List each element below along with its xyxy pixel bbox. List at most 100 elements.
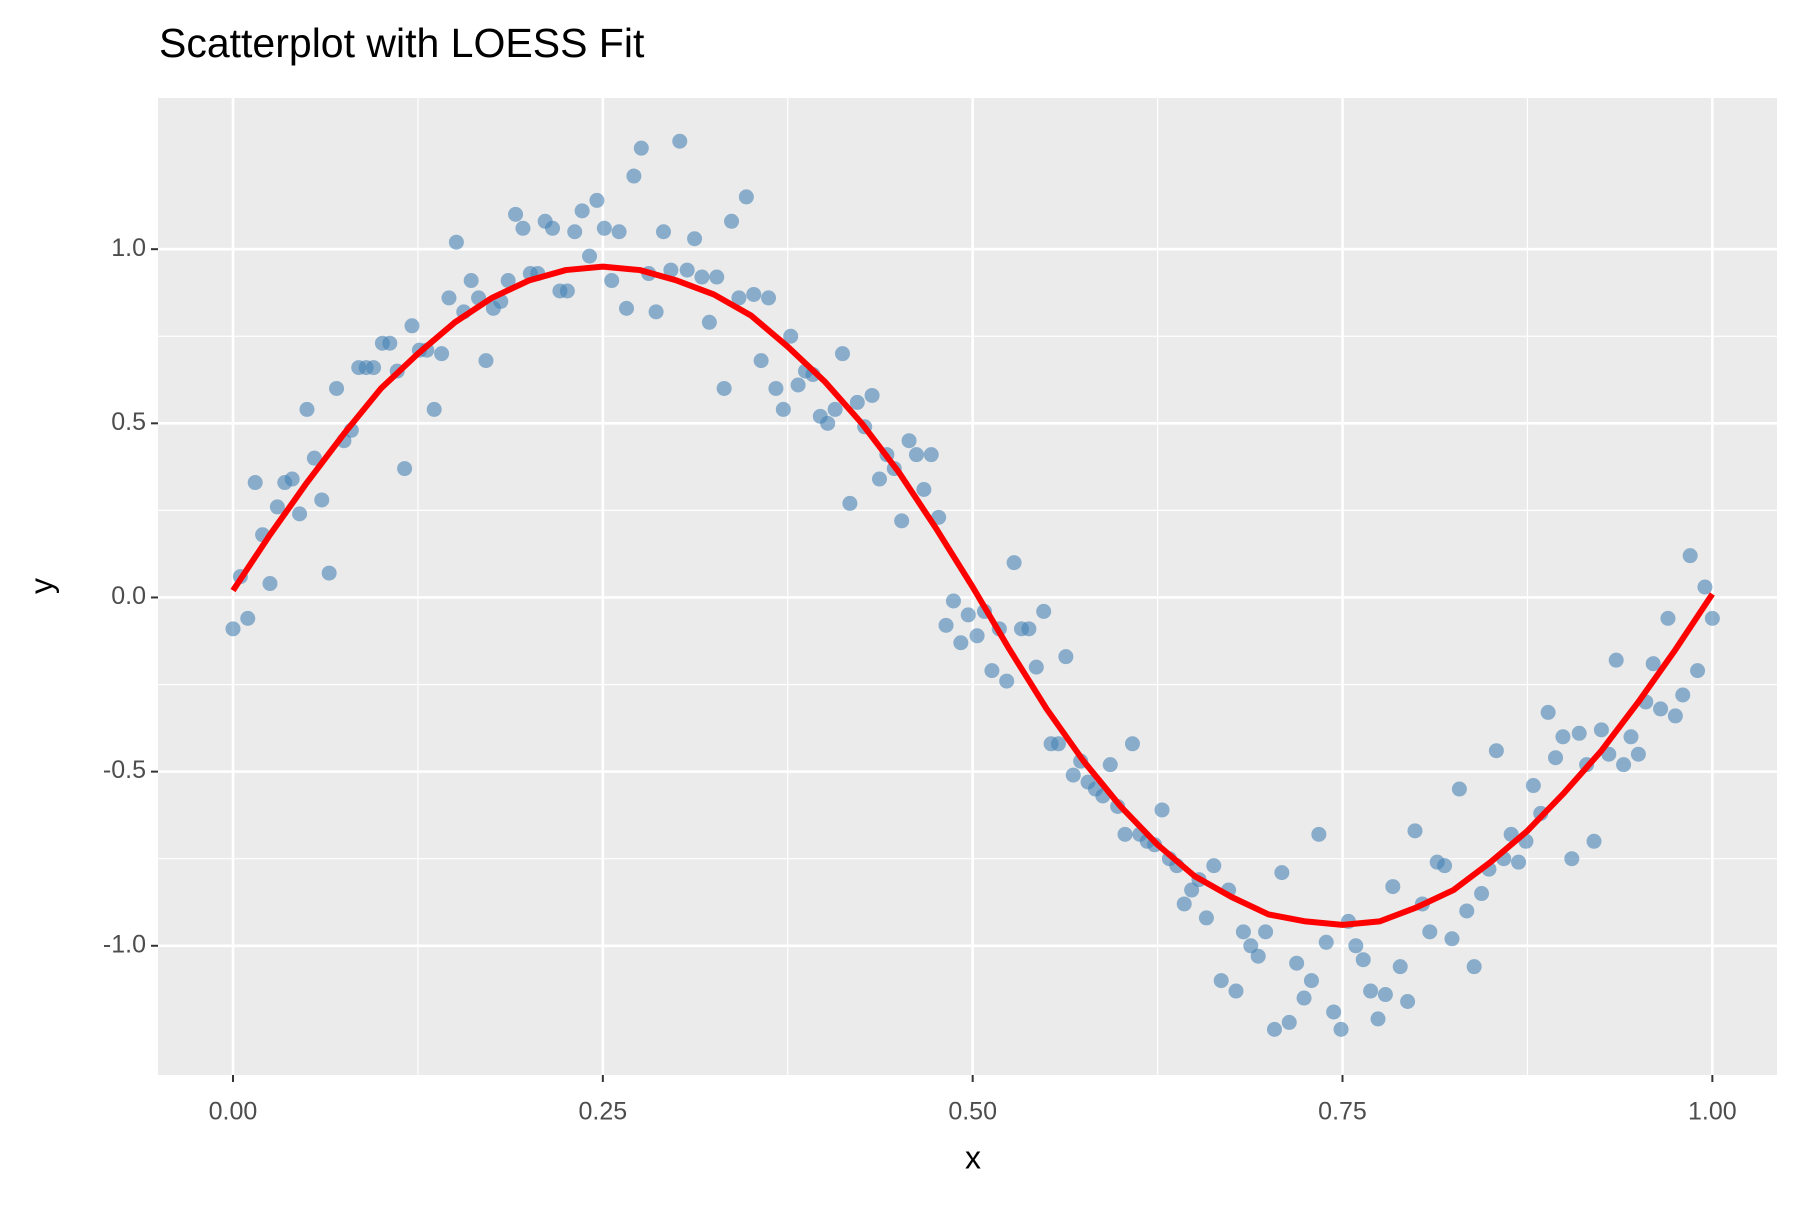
data-point	[633, 140, 649, 156]
data-point	[827, 401, 843, 417]
x-tick-label: 0.50	[948, 1098, 997, 1126]
data-point	[515, 220, 531, 236]
data-point	[945, 593, 961, 609]
data-point	[1660, 610, 1676, 626]
data-point	[1021, 621, 1037, 637]
data-point	[1385, 879, 1401, 895]
data-point	[724, 213, 740, 229]
data-point	[1363, 983, 1379, 999]
data-point	[225, 621, 241, 637]
data-point	[329, 380, 345, 396]
data-point	[426, 401, 442, 417]
data-point	[687, 231, 703, 247]
data-point	[463, 273, 479, 289]
data-point	[1466, 959, 1482, 975]
data-point	[1451, 781, 1467, 797]
data-point	[1281, 1014, 1297, 1030]
data-point	[834, 346, 850, 362]
loess-fit-line	[230, 263, 1715, 928]
y-tick-label: 0.0	[111, 582, 146, 610]
data-point	[1303, 973, 1319, 989]
data-point	[247, 475, 263, 491]
data-point	[761, 290, 777, 306]
data-point	[969, 628, 985, 644]
data-point	[1117, 826, 1133, 842]
data-point	[790, 377, 806, 393]
data-point	[894, 513, 910, 529]
data-point	[999, 673, 1015, 689]
data-point	[916, 481, 932, 497]
data-point	[1243, 938, 1259, 954]
data-point	[738, 189, 754, 205]
data-point	[1050, 736, 1066, 752]
data-point	[908, 447, 924, 463]
y-tick-label: -0.5	[103, 756, 146, 784]
data-point	[768, 380, 784, 396]
data-point	[1608, 652, 1624, 668]
data-point	[306, 450, 322, 466]
data-point	[284, 471, 300, 487]
data-point	[604, 273, 620, 289]
data-point	[1653, 701, 1669, 717]
y-axis-label: y	[23, 578, 59, 594]
data-point	[321, 565, 337, 581]
data-point	[1407, 823, 1423, 839]
x-tick-label: 0.75	[1318, 1098, 1367, 1126]
data-point	[559, 283, 575, 299]
data-point	[679, 262, 695, 278]
y-tick-label: 0.5	[111, 408, 146, 436]
data-point	[1333, 1021, 1349, 1037]
data-point	[1690, 663, 1706, 679]
data-point	[1311, 826, 1327, 842]
data-point	[1228, 983, 1244, 999]
data-point	[960, 607, 976, 623]
data-point	[1326, 1004, 1342, 1020]
data-point	[448, 234, 464, 250]
data-point	[731, 290, 747, 306]
data-point	[441, 290, 457, 306]
data-point	[299, 401, 315, 417]
data-point	[871, 471, 887, 487]
data-point	[931, 509, 947, 525]
data-point	[1206, 858, 1222, 874]
data-point	[709, 269, 725, 285]
data-point	[1184, 882, 1200, 898]
data-point	[1571, 725, 1587, 741]
data-point	[478, 353, 494, 369]
data-point	[269, 499, 285, 515]
data-point	[1645, 656, 1661, 672]
data-point	[1704, 610, 1720, 626]
data-point	[1675, 687, 1691, 703]
data-point	[1355, 952, 1371, 968]
data-point	[1623, 729, 1639, 745]
data-point	[1198, 910, 1214, 926]
data-point	[1525, 778, 1541, 794]
data-point	[1235, 924, 1251, 940]
data-point	[663, 262, 679, 278]
data-point	[1250, 948, 1266, 964]
data-point	[508, 206, 524, 222]
data-point	[1400, 994, 1416, 1010]
data-point	[1444, 931, 1460, 947]
data-point	[746, 286, 762, 302]
data-point	[1548, 750, 1564, 766]
plot-panel	[158, 98, 1777, 1075]
data-point	[648, 304, 664, 320]
data-point	[1392, 959, 1408, 975]
data-point	[1630, 746, 1646, 762]
data-point	[820, 415, 836, 431]
data-point	[1370, 1011, 1386, 1027]
data-point	[701, 314, 717, 330]
data-point	[292, 506, 308, 522]
data-point	[716, 380, 732, 396]
data-point	[500, 273, 516, 289]
data-point	[1028, 659, 1044, 675]
data-point	[1616, 757, 1632, 773]
data-point	[984, 663, 1000, 679]
data-point	[953, 635, 969, 651]
data-point	[1555, 729, 1571, 745]
data-point	[240, 610, 256, 626]
data-point	[1274, 865, 1290, 881]
